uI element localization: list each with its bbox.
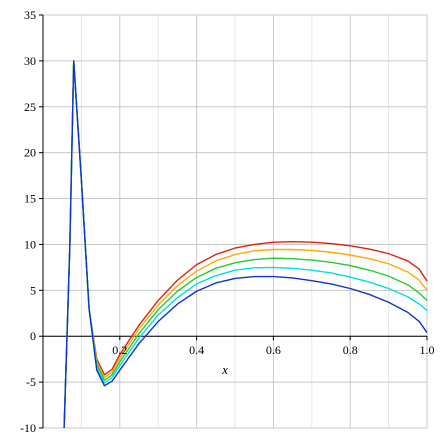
x-tick-label: 0.8 <box>343 343 358 357</box>
y-tick-label: 15 <box>24 192 36 206</box>
y-tick-label: 35 <box>24 8 36 22</box>
tick-labels: -10 -5 0 5 10 15 20 25 30 35 0.2 0.4 0.6 0.8 1.0 <box>20 8 435 435</box>
x-axis-title: x <box>221 362 228 377</box>
y-tick-label: 0 <box>30 329 36 343</box>
axes <box>39 14 428 429</box>
y-tick-label: -5 <box>26 375 36 389</box>
y-tick-label: 20 <box>24 146 36 160</box>
x-tick-label: 0.2 <box>112 343 127 357</box>
series-lines <box>63 60 428 429</box>
y-tick-label: 5 <box>30 283 36 297</box>
y-tick-label: 30 <box>24 54 36 68</box>
major-gridlines <box>43 14 428 429</box>
x-tick-label: 1.0 <box>420 343 435 357</box>
x-tick-label: 0.4 <box>189 343 204 357</box>
y-tick-label: 10 <box>24 237 36 251</box>
y-tick-label: -10 <box>20 421 36 435</box>
series-line-5 <box>63 60 428 429</box>
x-tick-label: 0.6 <box>266 343 281 357</box>
y-tick-label: 25 <box>24 100 36 114</box>
